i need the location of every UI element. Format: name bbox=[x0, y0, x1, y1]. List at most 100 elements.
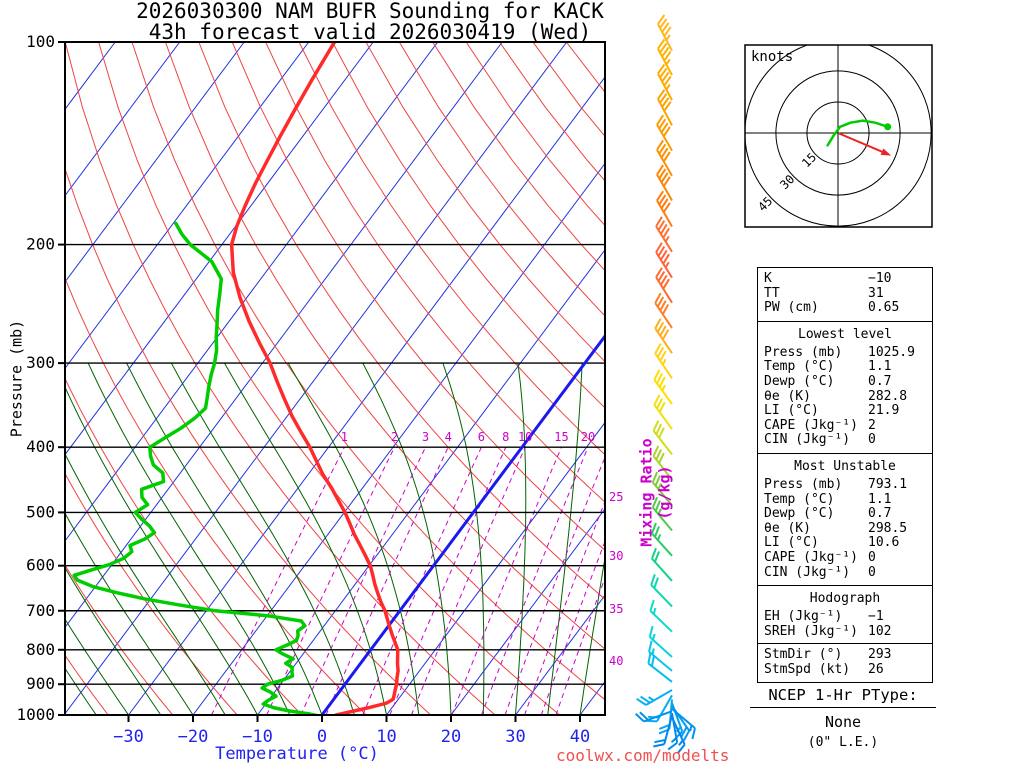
index-row: θe (K) 298.5 bbox=[764, 520, 926, 537]
index-value: 1.1 bbox=[868, 359, 892, 375]
pressure-tick-label: 100 bbox=[26, 32, 55, 51]
wind-barb bbox=[648, 625, 673, 658]
index-label: StmDir (°) bbox=[764, 647, 843, 663]
index-label: CAPE (Jkg⁻¹) bbox=[764, 417, 858, 433]
temperature-tick-label: 40 bbox=[570, 727, 590, 747]
wind-barb bbox=[651, 496, 673, 532]
index-row: Temp (°C) 1.1 bbox=[764, 491, 926, 508]
index-row: Press (mb) 793.1 bbox=[764, 477, 926, 493]
ptype-value: None bbox=[824, 713, 862, 731]
index-row: CAPE (Jkg⁻¹) 2 bbox=[764, 417, 926, 434]
isotherm-line bbox=[192, 162, 605, 715]
indices-section-header: Hodograph bbox=[809, 591, 881, 607]
mixing-ratio-edge-label: 35 bbox=[609, 602, 623, 616]
index-label: LI (°C) bbox=[764, 403, 819, 419]
moist-adiabat-line bbox=[65, 566, 162, 715]
wind-barb bbox=[654, 318, 673, 354]
indices-divider bbox=[758, 643, 932, 645]
indices-panel: K −10 TT 31 PW (cm) 0.65 Lowest level Press (mb… bbox=[757, 267, 933, 684]
pressure-tick-label: 800 bbox=[26, 640, 55, 659]
index-label: Press (mb) bbox=[764, 344, 843, 360]
hodograph-trace-endpoint bbox=[884, 123, 892, 131]
wind-barb bbox=[657, 38, 673, 76]
ptype-note: (0" L.E.) bbox=[807, 735, 879, 750]
wind-barb bbox=[657, 63, 673, 101]
pressure-tick-label: 500 bbox=[26, 502, 55, 521]
moist-adiabat-line bbox=[170, 362, 355, 715]
wind-barb bbox=[650, 547, 673, 582]
hodograph-ring bbox=[745, 45, 932, 227]
index-value: 293 bbox=[868, 647, 892, 663]
wind-barb bbox=[653, 369, 673, 405]
wind-barb bbox=[653, 394, 673, 430]
wind-barb-column bbox=[635, 14, 696, 754]
watermark-url: coolwx.com/modelts bbox=[556, 746, 730, 765]
hodograph-border bbox=[744, 44, 933, 228]
pressure-tick-label: 300 bbox=[26, 353, 55, 372]
index-label: Dewp (°C) bbox=[764, 506, 835, 522]
isotherm-line bbox=[65, 42, 568, 715]
indices-section-header: Lowest level bbox=[798, 326, 892, 342]
indices-section-header: Most Unstable bbox=[794, 458, 896, 474]
index-value: 0.7 bbox=[868, 373, 892, 389]
dry-adiabat-line bbox=[65, 654, 109, 715]
index-label: PW (cm) bbox=[764, 300, 819, 316]
moist-adiabat-line bbox=[87, 362, 291, 715]
ptype-panel: NCEP 1-Hr PType: None (0" L.E.) bbox=[750, 686, 936, 750]
index-row: Dewp (°C) 0.7 bbox=[764, 507, 926, 522]
index-label: Dewp (°C) bbox=[764, 373, 835, 389]
moist-adiabat-line bbox=[65, 452, 226, 715]
wind-barb bbox=[656, 164, 673, 201]
index-row: Temp (°C) 1.1 bbox=[764, 360, 926, 375]
wind-barb bbox=[652, 420, 673, 456]
mixing-ratio-label: 10 bbox=[518, 430, 532, 444]
index-label: LI (°C) bbox=[764, 535, 819, 551]
index-label: CIN (Jkg⁻¹) bbox=[764, 432, 851, 448]
index-row: StmSpd (kt) 26 bbox=[764, 662, 926, 678]
isotherm-line bbox=[386, 421, 605, 715]
index-row: CIN (Jkg⁻¹) 0 bbox=[764, 433, 926, 448]
temperature-tick-label: −10 bbox=[242, 727, 273, 747]
dry-adiabat-line bbox=[65, 277, 367, 715]
moist-adiabat-line bbox=[65, 618, 129, 715]
index-label: TT bbox=[764, 285, 780, 301]
index-row: LI (°C) 10.6 bbox=[764, 536, 926, 551]
isotherm-line bbox=[450, 508, 605, 715]
wind-barb bbox=[657, 14, 673, 52]
zero-isotherm-line bbox=[320, 333, 605, 715]
pressure-tick-label: 700 bbox=[26, 601, 55, 620]
wind-barb bbox=[636, 689, 673, 706]
temperature-tick-label: 0 bbox=[317, 727, 327, 747]
wind-barb bbox=[654, 292, 673, 329]
mixing-ratio-label: 4 bbox=[445, 430, 452, 444]
indices-section: Most Unstable Press (mb) 793.1 Temp (°C) 1.1… bbox=[758, 452, 932, 585]
mixing-ratio-edge-label: 25 bbox=[609, 490, 623, 504]
pressure-tick-label: 600 bbox=[26, 556, 55, 575]
title-line2: 43h forecast valid 2026030419 (Wed) bbox=[148, 20, 592, 44]
index-value: −10 bbox=[868, 271, 892, 286]
wind-barb bbox=[649, 599, 673, 633]
index-value: 1.1 bbox=[868, 491, 892, 507]
index-value: 282.8 bbox=[868, 388, 908, 404]
mixing-ratio-label: 8 bbox=[502, 430, 509, 444]
wind-barb bbox=[647, 652, 673, 683]
temperature-tick-label: 10 bbox=[376, 727, 396, 747]
isotherm-line bbox=[257, 248, 605, 715]
index-label: θe (K) bbox=[764, 520, 811, 536]
index-value: 0.65 bbox=[868, 300, 900, 316]
index-row: PW (cm) 0.65 bbox=[764, 301, 926, 316]
indices-section: Hodograph EH (Jkg⁻¹) −1 SREH (Jkg⁻¹) 102 StmD… bbox=[758, 585, 932, 682]
wind-barb bbox=[650, 522, 673, 557]
temperature-curve bbox=[229, 42, 400, 715]
storm-motion-arrow bbox=[837, 132, 888, 155]
index-label: CIN (Jkg⁻¹) bbox=[764, 564, 851, 580]
index-label: Temp (°C) bbox=[764, 491, 835, 507]
isotherm-line bbox=[65, 42, 310, 370]
index-row: K −10 bbox=[764, 271, 926, 287]
pressure-tick-label: 900 bbox=[26, 674, 55, 693]
temperature-tick-label: −30 bbox=[113, 727, 144, 747]
index-row: CAPE (Jkg⁻¹) 0 bbox=[764, 550, 926, 566]
mixing-ratio-line bbox=[325, 446, 449, 715]
index-value: 10.6 bbox=[868, 535, 900, 551]
